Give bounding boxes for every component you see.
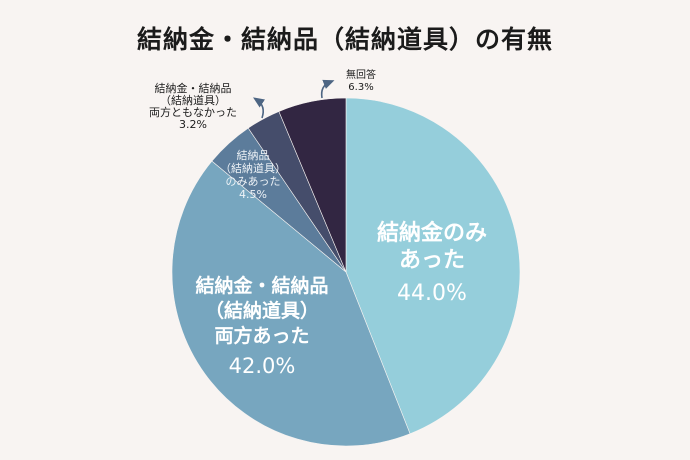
slice-value-label: 42.0%: [229, 354, 296, 378]
slice-label-line: 結納金・結納品: [195, 274, 328, 297]
slice-value-label: 3.2%: [179, 118, 207, 131]
slice-label-1: 結納金のみあった 44.0%: [377, 220, 487, 306]
arrow-slice-5: [320, 79, 335, 99]
slice-label-line: 結納金のみ: [377, 220, 487, 246]
slice-label-line: （結納道具）: [220, 161, 286, 175]
slice-label-line: 結納品: [237, 148, 270, 162]
arrow-slice-4: [253, 97, 265, 119]
chart-title: 結納金・結納品（結納道具）の有無: [136, 25, 553, 54]
pie-slice-5: [278, 97, 347, 273]
slice-label-2: 結納金・結納品（結納道具）両方あった 42.0%: [195, 274, 328, 378]
slice-label-line: 結納金・結納品: [155, 81, 232, 95]
slice-label-line: （結納道具）: [205, 299, 319, 322]
pie-slice-1: [345, 97, 521, 435]
slice-label-line: あった: [399, 248, 465, 273]
slice-label-line: 両方あった: [214, 324, 309, 347]
slice-label-3: 結納品（結納道具）のみあった 4.5%: [220, 148, 286, 201]
slice-value-label: 4.5%: [239, 188, 267, 201]
pie-slice-2: [171, 160, 411, 447]
slice-label-line: 無回答: [346, 68, 376, 81]
slice-label-5: 無回答 6.3%: [346, 68, 376, 93]
slice-label-line: （結納道具）: [160, 93, 226, 107]
slice-label-4: 結納金・結納品（結納道具）両方ともなかった 3.2%: [149, 81, 237, 131]
slice-value-label: 6.3%: [348, 82, 373, 93]
slice-label-line: 両方ともなかった: [149, 105, 237, 119]
slice-label-line: のみあった: [226, 175, 281, 188]
slice-value-label: 44.0%: [397, 281, 467, 306]
